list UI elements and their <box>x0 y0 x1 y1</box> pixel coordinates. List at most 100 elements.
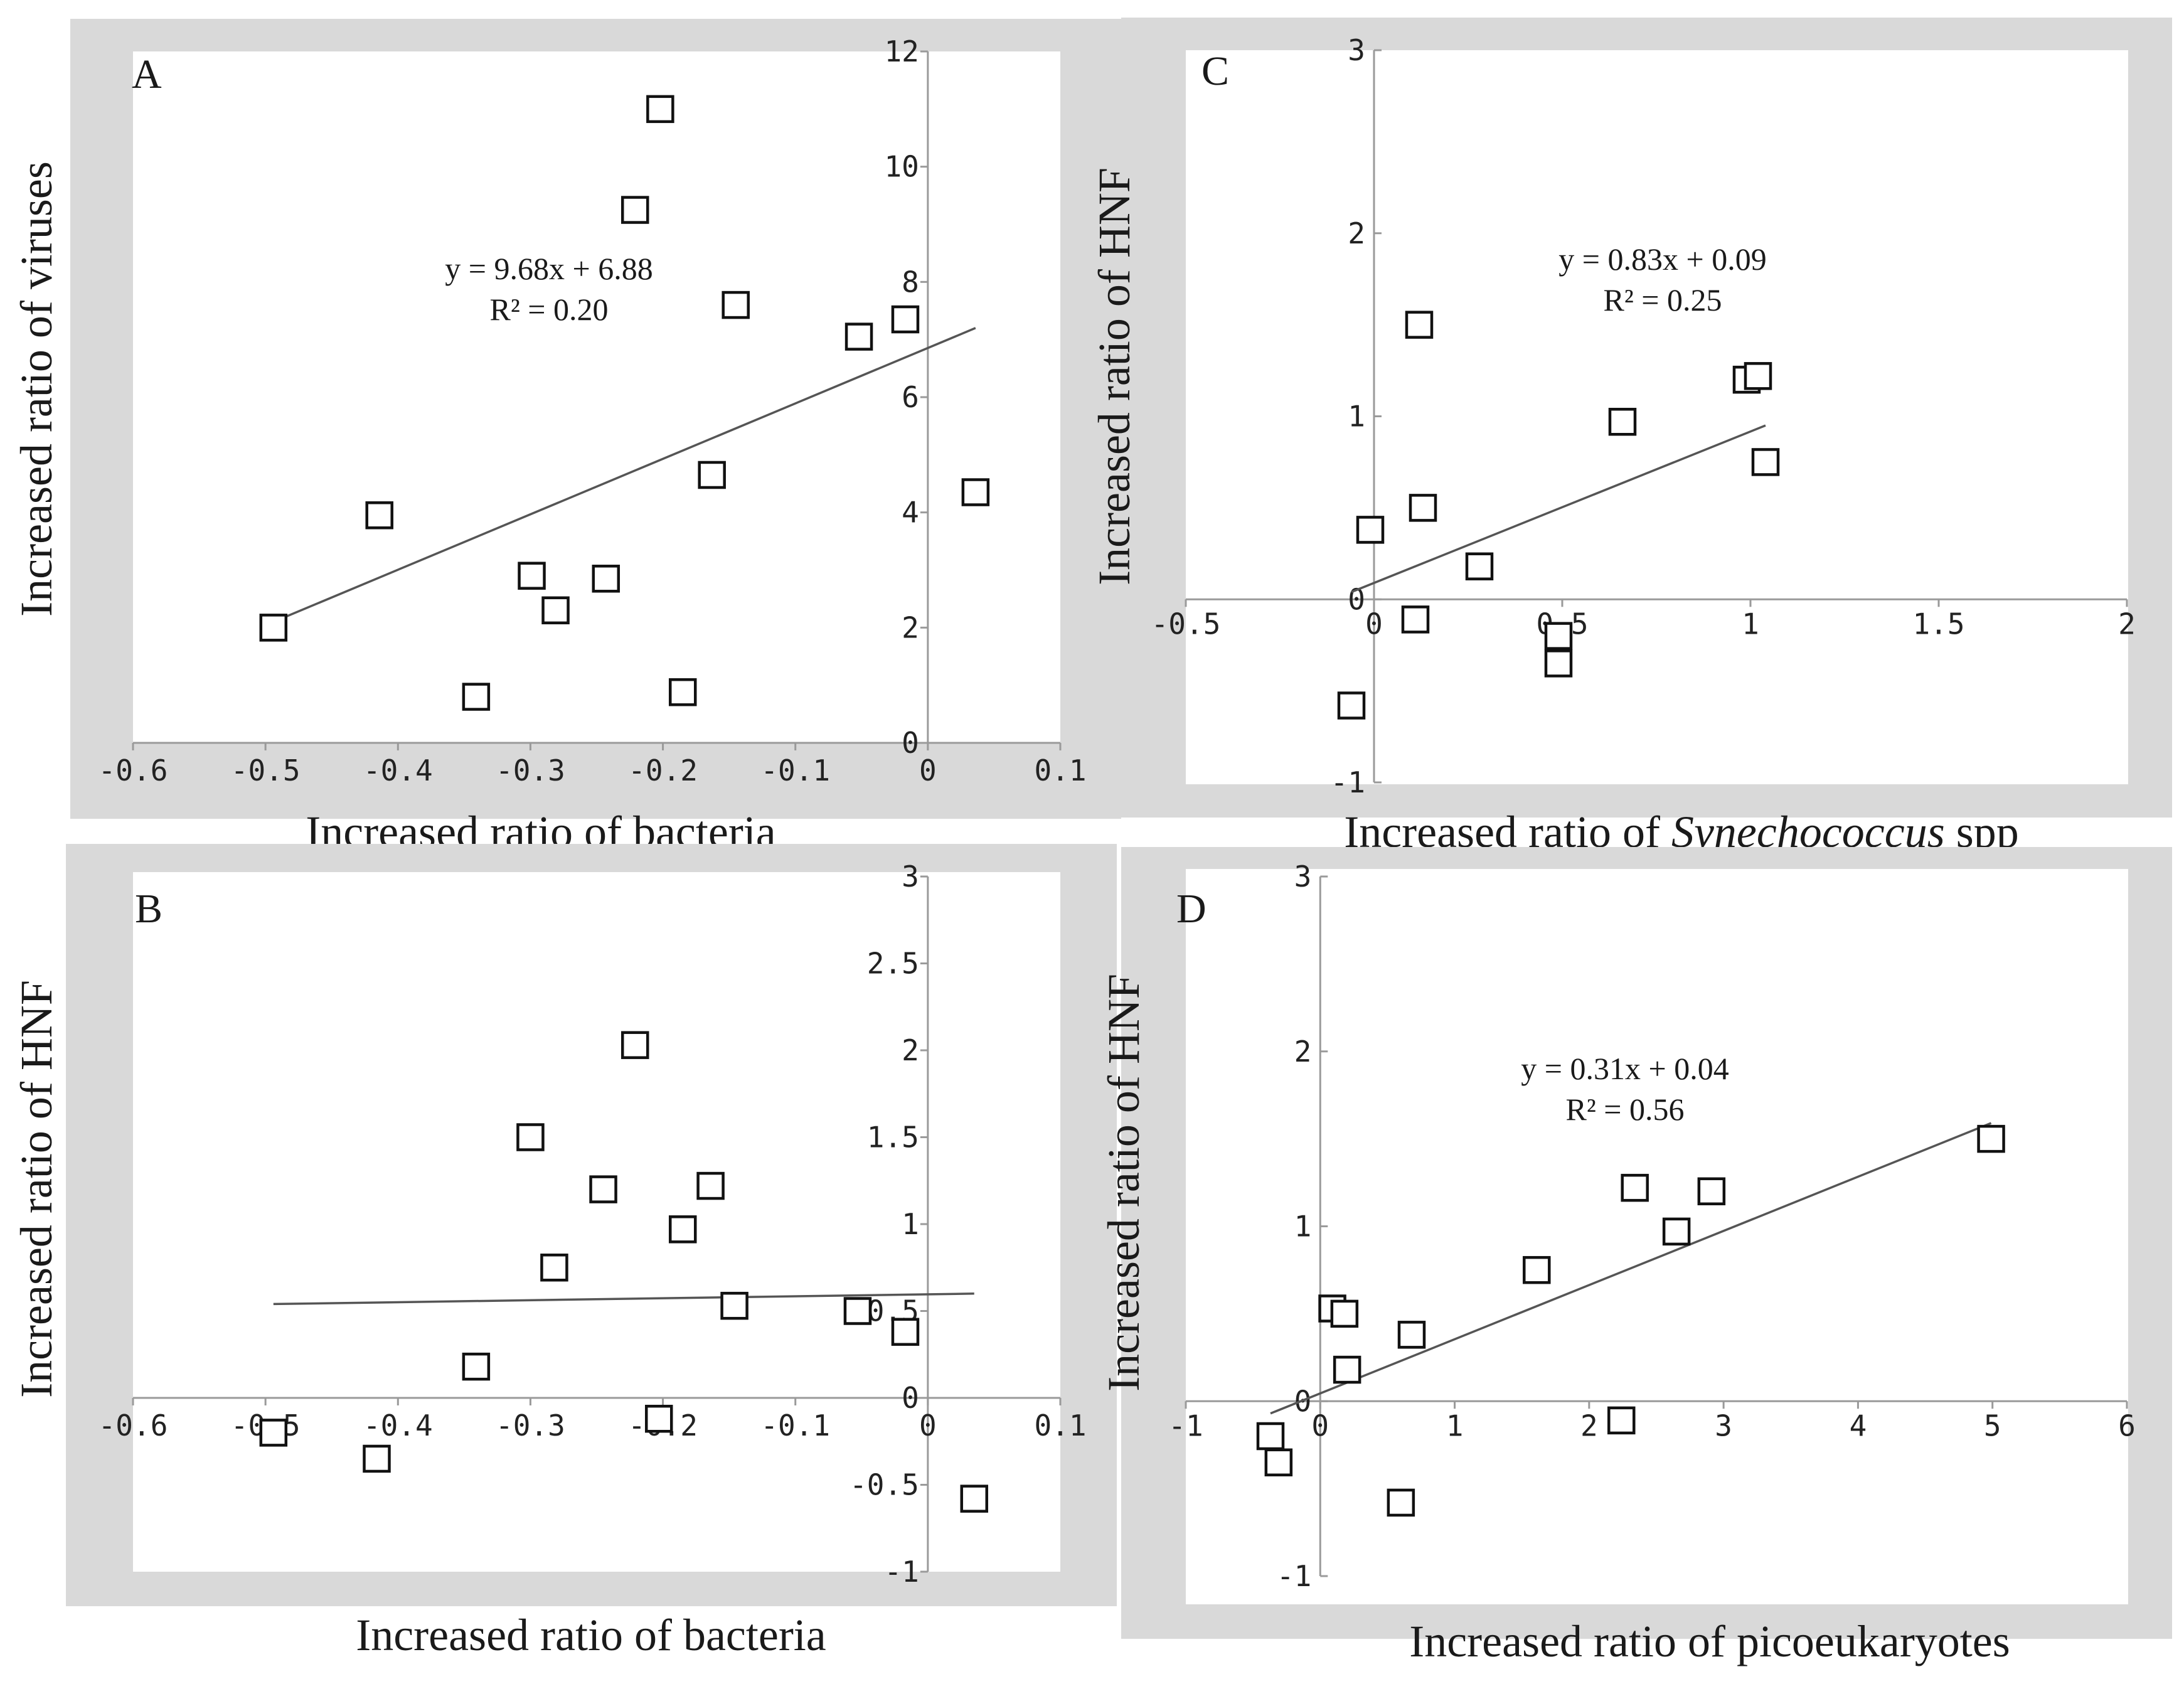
panel-b-y-tick-label: 0 <box>902 1381 919 1415</box>
panel-d-data-point <box>1607 1406 1636 1435</box>
panel-a-data-point <box>646 95 674 124</box>
panel-c-trendline <box>1351 424 1766 594</box>
panel-b-y-tick-label: 2.5 <box>867 947 919 981</box>
panel-a-data-point <box>844 322 873 351</box>
panel-b-y-tick-label: 1.5 <box>867 1121 919 1154</box>
panel-c-y-tick-label: 1 <box>1348 400 1365 434</box>
panel-c-plot-area <box>1186 50 2128 784</box>
panel-a-data-point <box>621 196 649 224</box>
panel-d-x-tick-label: 5 <box>1984 1409 2001 1442</box>
panel-c-data-point <box>1401 605 1430 634</box>
panel-b-y-tick-label: 1 <box>902 1207 919 1241</box>
panel-d-data-point <box>1977 1124 2005 1153</box>
panel-a-data-point <box>592 565 621 593</box>
panel-c-data-point <box>1751 448 1780 476</box>
panel-a-data-point <box>518 562 546 590</box>
panel-d-data-point <box>1397 1321 1426 1349</box>
panel-b-y-tick-label: 3 <box>902 860 919 893</box>
panel-c-data-point <box>1544 649 1573 678</box>
panel-c-r-squared: R² = 0.25 <box>1603 282 1722 317</box>
panel-c-y-axis-title: Increased ratio of HNF <box>1089 168 1139 585</box>
panel-c-letter: C <box>1201 48 1229 94</box>
panel-b-data-point <box>720 1291 748 1320</box>
panel-a-y-tick-label: 12 <box>884 35 919 68</box>
panel-c-data-point <box>1744 362 1772 390</box>
panel-a-x-tick-label: 0.1 <box>1034 754 1086 787</box>
panel-a-x-tick-label: -0.6 <box>99 754 168 787</box>
panel-d-y-tick-label: 3 <box>1294 860 1312 893</box>
panel-b-trendline <box>273 1292 974 1306</box>
panel-b-x-tick-label: 0.1 <box>1034 1409 1086 1442</box>
panel-a-letter: A <box>132 51 162 97</box>
panel-a-r-squared: R² = 0.20 <box>489 292 608 327</box>
panel-d-y-axis-title: Increased ratio of HNF <box>1099 974 1149 1392</box>
panel-a-y-tick-label: 6 <box>902 380 919 414</box>
panel-d-data-point <box>1264 1448 1293 1477</box>
panel-b-x-tick-label: -0.1 <box>760 1409 830 1442</box>
panel-c-data-point <box>1409 494 1437 522</box>
panel-b-data-point <box>462 1352 491 1381</box>
panel-b-data-point <box>589 1175 617 1203</box>
panel-b-data-point <box>363 1444 391 1473</box>
panel-a-data-point <box>541 596 570 625</box>
panel-d-x-tick-label: 0 <box>1311 1409 1329 1442</box>
panel-b-y-tick-label: -0.5 <box>850 1468 919 1502</box>
panel-a-y-tick-label: 2 <box>902 610 919 644</box>
panel-d-data-point <box>1523 1255 1551 1284</box>
panel-b-data-point <box>843 1297 872 1325</box>
panel-b-x-tick-label: -0.4 <box>363 1409 433 1442</box>
panel-d-y-tick-label: 1 <box>1294 1210 1312 1244</box>
panel-b-y-tick-label: 2 <box>902 1033 919 1067</box>
panel-b-data-point <box>891 1318 920 1346</box>
panel-a-x-tick-label: -0.4 <box>363 754 433 787</box>
panel-b-plot-area <box>133 872 1060 1572</box>
panel-b-x-tick-label: 0 <box>919 1409 937 1442</box>
panel-a-data-point <box>722 290 750 319</box>
panel-a-x-tick-label: -0.1 <box>760 754 830 787</box>
panel-a-data-point <box>698 461 726 489</box>
panel-a-data-point <box>668 678 697 706</box>
panel-c-x-tick-label: 2 <box>2118 607 2136 641</box>
panel-b-x-tick-label: -0.6 <box>99 1409 168 1442</box>
panel-b-marks: -0.6-0.5-0.4-0.3-0.2-0.100.1-1-0.500.511… <box>99 860 1087 1589</box>
panel-b: -0.6-0.5-0.4-0.3-0.2-0.100.1-1-0.500.511… <box>11 844 1117 1660</box>
panel-d-y-tick-label: 2 <box>1294 1035 1312 1068</box>
panel-a-y-tick-label: 0 <box>902 726 919 760</box>
panel-a-y-tick-label: 10 <box>884 150 919 184</box>
panel-b-data-point <box>668 1215 697 1244</box>
panel-d-data-point <box>1662 1217 1691 1246</box>
panel-a-x-tick-label: -0.3 <box>496 754 565 787</box>
panel-c-data-point <box>1405 311 1434 339</box>
panel-d-x-tick-label: 6 <box>2118 1409 2136 1442</box>
panel-a-x-tick-label: -0.5 <box>231 754 301 787</box>
panel-d-data-point <box>1330 1299 1359 1328</box>
panel-a-data-point <box>961 478 990 506</box>
panel-c-x-tick-label: 1.5 <box>1912 607 1964 641</box>
panel-c-data-point <box>1465 552 1494 580</box>
panel-c-x-tick-label: 0 <box>1365 607 1383 641</box>
panel-d-x-tick-label: 4 <box>1850 1409 1867 1442</box>
panel-a-y-tick-label: 8 <box>902 265 919 299</box>
panel-b-data-point <box>696 1171 725 1200</box>
panel-b-data-point <box>540 1254 568 1282</box>
panel-a-equation: y = 9.68x + 6.88 <box>445 251 653 286</box>
panel-d-r-squared: R² = 0.56 <box>1565 1092 1684 1127</box>
panel-c-data-point <box>1337 691 1366 720</box>
panel-a-x-tick-label: -0.2 <box>628 754 698 787</box>
panel-c-data-point <box>1608 408 1637 436</box>
panel-c-x-tick-label: 1 <box>1742 607 1759 641</box>
panel-c-data-point <box>1544 622 1573 650</box>
panel-d-x-tick-label: -1 <box>1168 1409 1203 1442</box>
panel-a-y-tick-label: 4 <box>902 496 919 530</box>
panel-a-data-point <box>891 305 920 334</box>
panel-d-x-tick-label: 3 <box>1715 1409 1732 1442</box>
panel-d-x-tick-label: 1 <box>1446 1409 1464 1442</box>
panel-b-x-axis-title: Increased ratio of bacteria <box>356 1610 826 1660</box>
panel-b-data-point <box>621 1031 649 1059</box>
panel-c-data-point <box>1356 516 1385 544</box>
panel-d-trendline <box>1270 1122 1992 1415</box>
panel-a-plot-area <box>133 51 1060 743</box>
panel-d-equation: y = 0.31x + 0.04 <box>1521 1051 1729 1086</box>
